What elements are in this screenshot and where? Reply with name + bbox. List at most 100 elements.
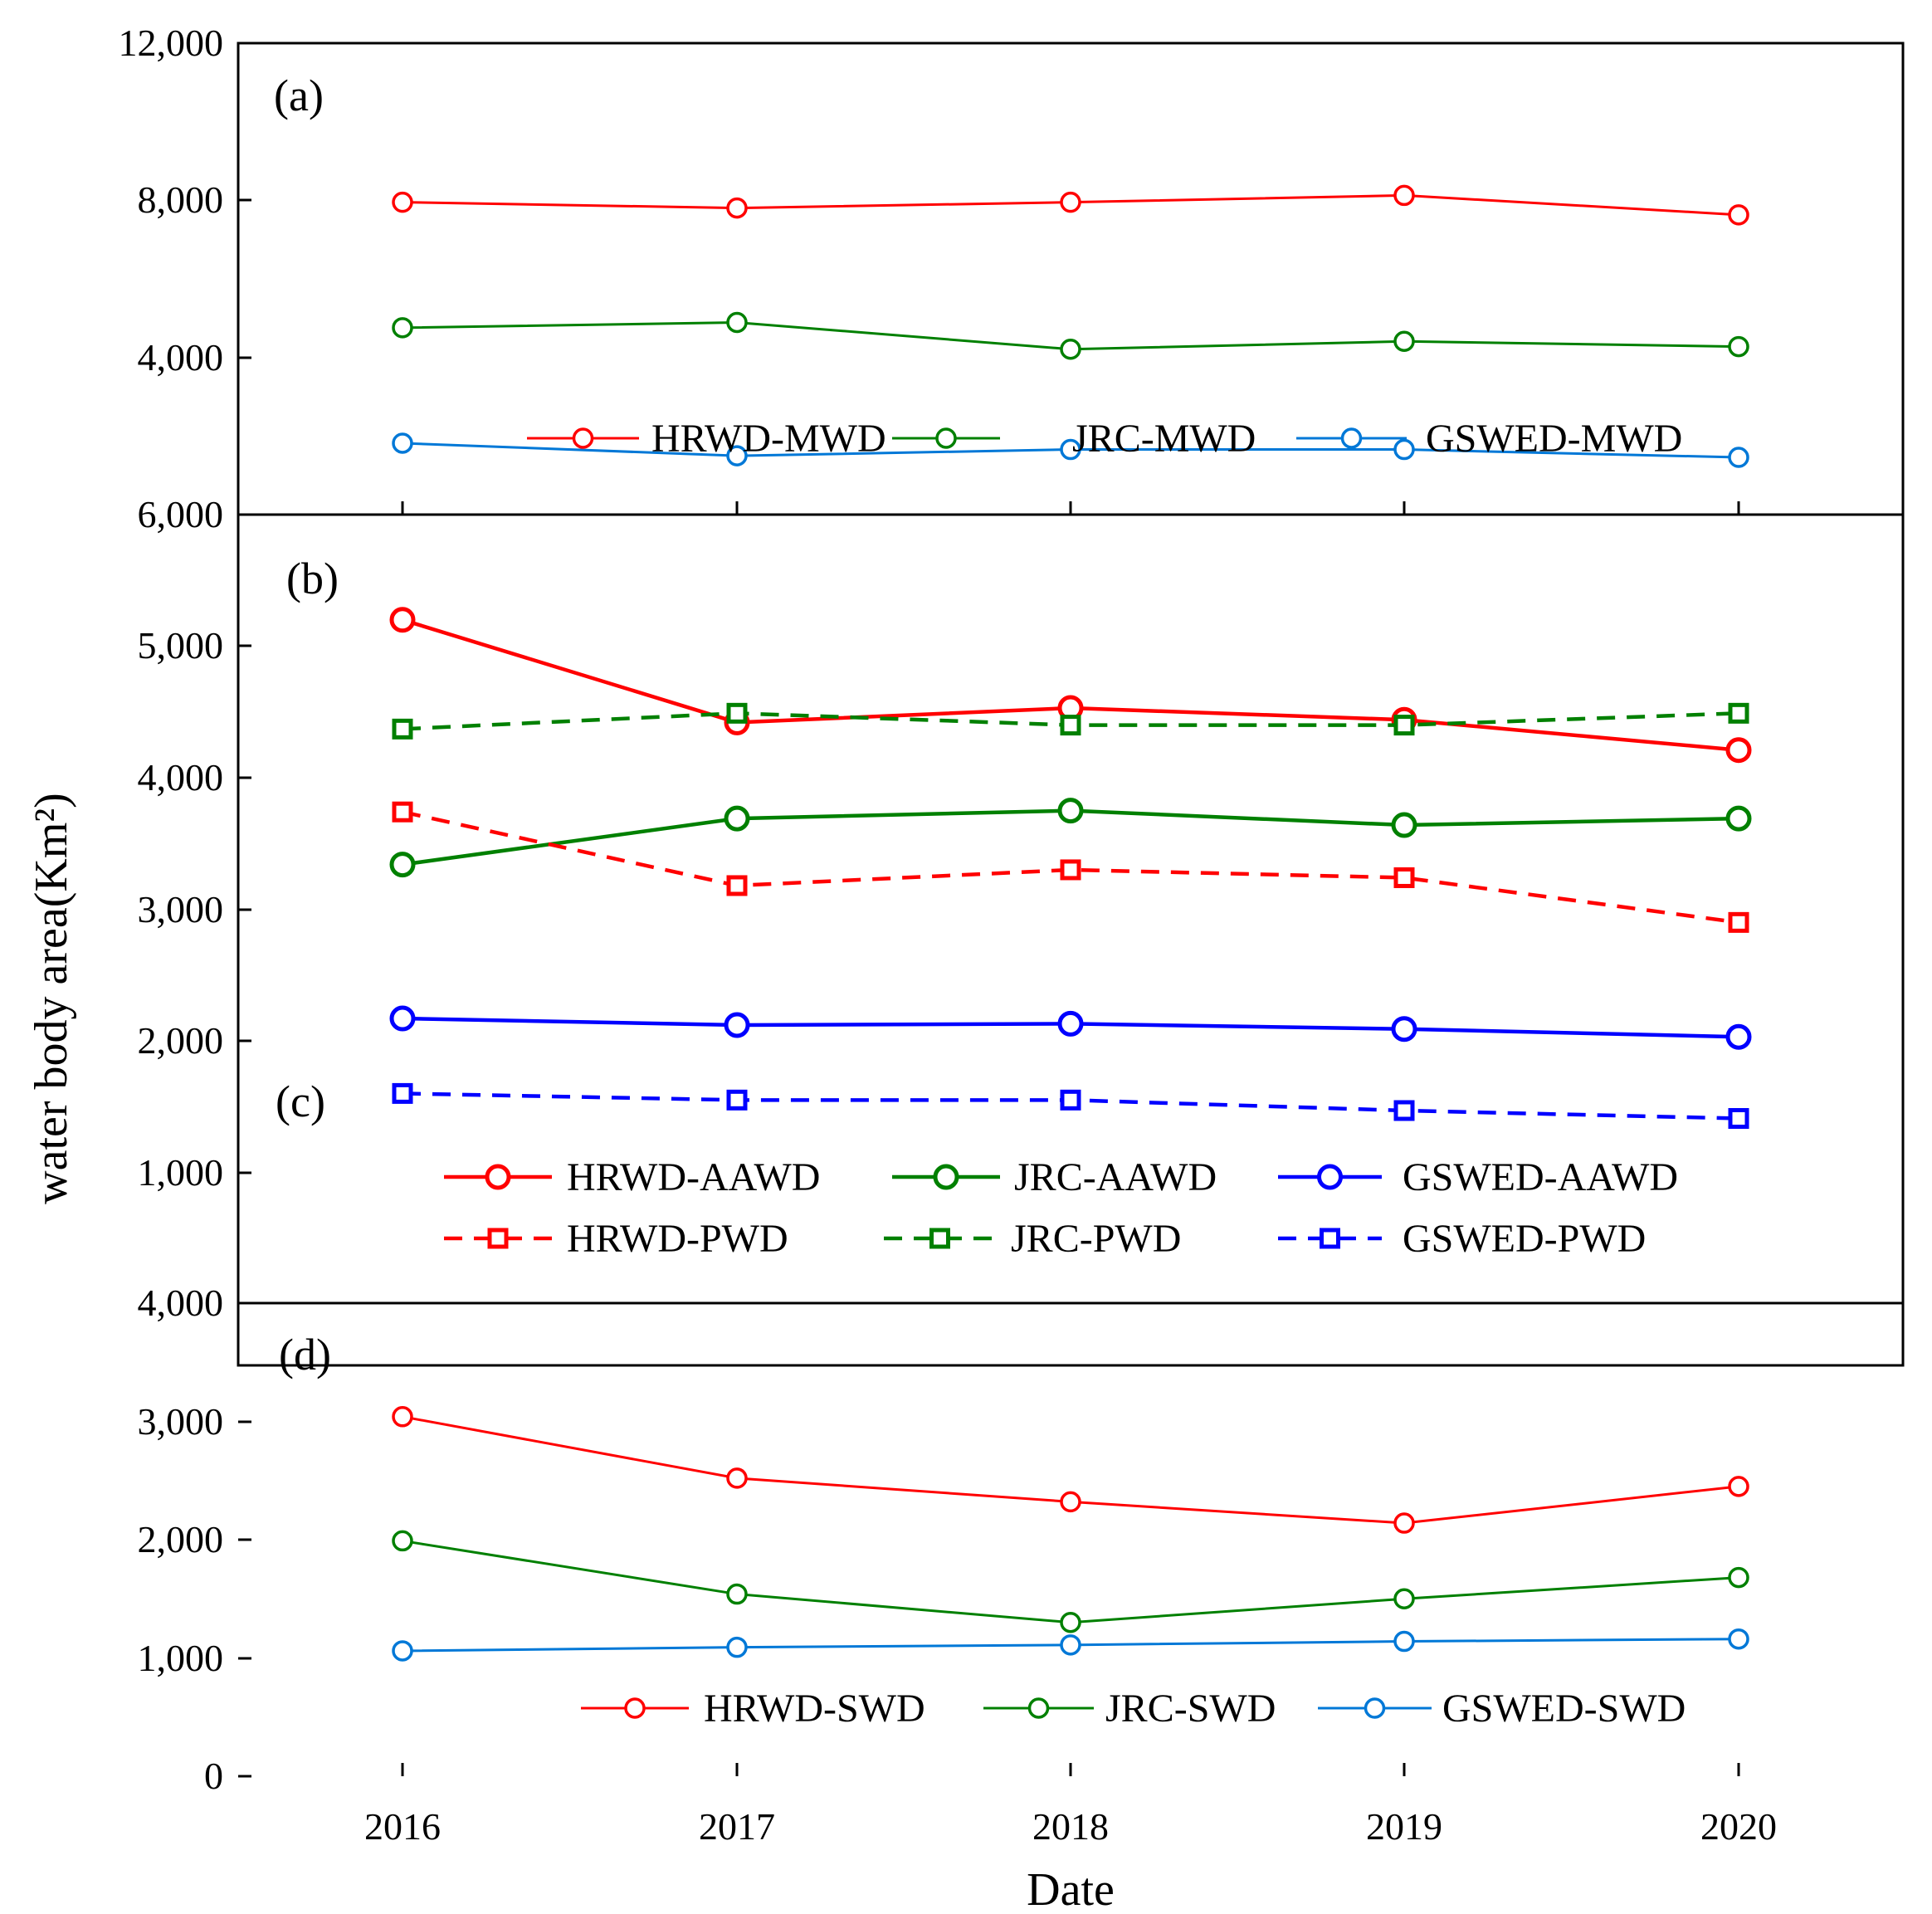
legend-entry-gswed-pwd: GSWED-PWD: [1278, 1217, 1646, 1261]
data-point-gswed-mwd: [1393, 438, 1415, 461]
legend-marker-jrc-swd: [1027, 1697, 1050, 1719]
panel-label-c: (c): [276, 1077, 325, 1126]
legend-entry-jrc-swd: JRC-SWD: [983, 1687, 1276, 1731]
panel-label-a: (a): [274, 71, 324, 120]
data-point-gswed-pwd: [392, 1082, 413, 1104]
data-point-gswed-swd: [1393, 1630, 1415, 1653]
legend-marker-jrc-mwd: [935, 427, 957, 449]
data-point-hrwd-pwd: [726, 875, 748, 896]
data-point-jrc-mwd: [1728, 335, 1749, 358]
data-point-jrc-swd: [392, 1530, 413, 1552]
data-point-jrc-aawd: [1725, 805, 1752, 832]
data-point-jrc-swd: [1393, 1588, 1415, 1609]
data-point-hrwd-mwd: [726, 197, 748, 219]
data-point-jrc-swd: [1060, 1612, 1081, 1633]
data-point-jrc-pwd: [726, 702, 748, 724]
series-hrwd-mwd: [392, 184, 1749, 226]
data-point-gswed-swd: [392, 1640, 413, 1662]
data-point-hrwd-mwd: [1393, 184, 1415, 207]
series-jrc-pwd: [392, 702, 1749, 740]
panel-label-b: (b): [286, 554, 339, 603]
y-tick-label: 4,000: [138, 336, 224, 378]
data-point-hrwd-pwd: [1728, 911, 1749, 933]
y-tick-label: 4,000: [138, 1282, 224, 1324]
legend-marker-jrc-aawd: [933, 1164, 959, 1190]
y-tick-label: 1,000: [138, 1151, 224, 1194]
series-jrc-aawd: [389, 798, 1752, 878]
legend-entry-gswed-swd: GSWED-SWD: [1318, 1687, 1686, 1731]
data-point-hrwd-mwd: [392, 191, 413, 213]
data-point-hrwd-swd: [1393, 1512, 1415, 1534]
y-tick-label: 12,000: [119, 22, 224, 64]
series-gswed-mwd: [392, 432, 1749, 468]
data-point-hrwd-mwd: [1060, 191, 1081, 213]
legend-marker-hrwd-pwd: [487, 1228, 509, 1249]
y-tick-label: 8,000: [138, 178, 224, 221]
y-tick-label: 4,000: [138, 756, 224, 798]
legend-entry-hrwd-aawd: HRWD-AAWD: [444, 1155, 820, 1199]
series-jrc-swd: [392, 1530, 1749, 1633]
legend-entry-gswed-aawd: GSWED-AAWD: [1278, 1155, 1678, 1199]
series-line-hrwd-pwd: [402, 810, 1739, 925]
axis-ticks: 12,000 8,000 4,000 6,000 5,000 4,000 3,000 2,00…: [119, 22, 1778, 1848]
data-point-gswed-pwd: [1060, 1089, 1081, 1111]
data-point-gswed-aawd: [1057, 1010, 1084, 1037]
data-point-gswed-mwd: [726, 445, 748, 466]
y-tick-label: 3,000: [138, 888, 224, 930]
data-point-gswed-mwd: [392, 432, 413, 454]
data-series: [389, 184, 1752, 1662]
legend-marker-hrwd-mwd: [572, 427, 594, 449]
data-point-jrc-pwd: [1060, 715, 1081, 736]
data-point-hrwd-swd: [726, 1467, 748, 1489]
data-point-jrc-mwd: [1060, 338, 1081, 360]
data-point-gswed-mwd: [1060, 438, 1081, 461]
legend-marker-hrwd-swd: [624, 1697, 646, 1719]
series-gswed-swd: [392, 1628, 1749, 1662]
legend-marker-gswed-pwd: [1320, 1228, 1340, 1249]
data-point-jrc-mwd: [726, 311, 748, 334]
data-point-jrc-pwd: [1393, 715, 1415, 736]
data-point-gswed-pwd: [1393, 1100, 1415, 1121]
y-tick-label: 2,000: [138, 1518, 224, 1560]
x-tick-label: 2016: [364, 1805, 441, 1848]
legend-label-jrc-mwd: JRC-MWD: [1072, 417, 1256, 461]
x-tick-label: 2018: [1032, 1805, 1109, 1848]
y-tick-label: 2,000: [138, 1019, 224, 1062]
legend-label-gswed-aawd: GSWED-AAWD: [1403, 1155, 1678, 1199]
data-point-jrc-aawd: [1391, 812, 1417, 838]
data-point-jrc-swd: [726, 1583, 748, 1605]
data-point-hrwd-mwd: [1728, 204, 1749, 226]
legend-entry-jrc-aawd: JRC-AAWD: [892, 1155, 1217, 1199]
series-jrc-mwd: [392, 311, 1749, 360]
y-tick-label: 1,000: [138, 1637, 224, 1679]
legend-marker-gswed-mwd: [1340, 427, 1363, 449]
data-point-jrc-aawd: [724, 805, 750, 832]
series-gswed-pwd: [392, 1082, 1749, 1130]
legend-entry-hrwd-pwd: HRWD-PWD: [444, 1217, 788, 1261]
data-point-jrc-mwd: [1393, 330, 1415, 353]
data-point-jrc-mwd: [392, 317, 413, 339]
x-axis-title: Date: [1027, 1864, 1115, 1914]
legend-label-jrc-swd: JRC-SWD: [1105, 1687, 1276, 1731]
legend-marker-gswed-aawd: [1317, 1164, 1343, 1190]
legend-label-hrwd-aawd: HRWD-AAWD: [567, 1155, 820, 1199]
series-gswed-aawd: [389, 1005, 1752, 1050]
y-tick-label: 6,000: [138, 493, 224, 535]
legend-marker-gswed-swd: [1364, 1697, 1386, 1719]
legend-label-jrc-aawd: JRC-AAWD: [1014, 1155, 1217, 1199]
legend-marker-jrc-pwd: [929, 1228, 950, 1249]
data-point-hrwd-pwd: [392, 801, 413, 823]
data-point-hrwd-swd: [392, 1406, 413, 1428]
data-point-gswed-pwd: [726, 1089, 748, 1111]
legend-label-hrwd-mwd: HRWD-MWD: [651, 417, 886, 461]
data-point-gswed-aawd: [1391, 1016, 1417, 1042]
legend-entry-hrwd-swd: HRWD-SWD: [581, 1687, 925, 1731]
data-point-jrc-swd: [1728, 1566, 1749, 1589]
data-point-gswed-aawd: [724, 1012, 750, 1038]
series-hrwd-pwd: [392, 801, 1749, 933]
data-point-hrwd-swd: [1728, 1476, 1749, 1497]
panel-label-d: (d): [279, 1330, 331, 1379]
y-tick-label: 0: [204, 1755, 223, 1797]
